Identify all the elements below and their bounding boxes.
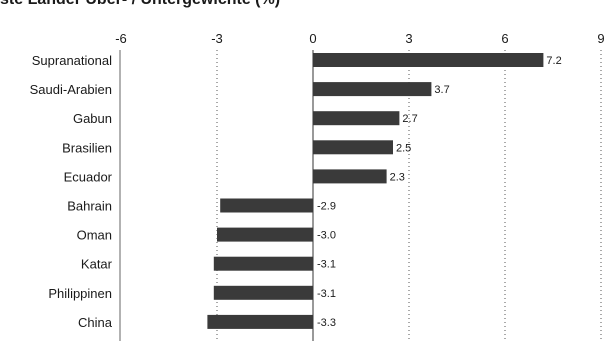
x-tick-label: -6	[115, 31, 127, 46]
category-label: China	[78, 315, 113, 330]
label-layer: -6 -3 0 3 6 9 Supranational 7.2 Saudi-Arabien 3.7…	[30, 31, 605, 330]
bar-layer	[207, 53, 544, 329]
category-label: Gabun	[73, 111, 112, 126]
bar	[313, 82, 432, 97]
bar	[313, 53, 544, 67]
x-tick-label: 9	[597, 31, 604, 46]
x-tick-label: 0	[309, 31, 316, 46]
bar	[313, 169, 387, 184]
bar	[213, 256, 313, 271]
category-label: Saudi-Arabien	[30, 82, 112, 97]
value-label: -3.1	[317, 259, 336, 271]
value-label: -2.9	[317, 201, 336, 213]
x-tick-label: -3	[211, 31, 223, 46]
category-label: Supranational	[32, 53, 112, 68]
value-label: 2.5	[396, 142, 411, 154]
category-label: Ecuador	[64, 169, 113, 184]
bar	[207, 314, 313, 329]
value-label: 3.7	[434, 84, 449, 96]
chart-title: ste Länder Über- / Untergewichte (%)	[0, 0, 280, 9]
value-label: -3.3	[317, 317, 336, 329]
category-label: Brasilien	[62, 140, 112, 155]
value-label: 2.3	[390, 171, 405, 183]
category-label: Philippinen	[48, 286, 112, 301]
value-label: 2.7	[402, 113, 417, 125]
value-label: 7.2	[546, 55, 561, 67]
value-label: -3.0	[317, 230, 336, 242]
bar	[213, 285, 313, 300]
x-tick-label: 6	[501, 31, 508, 46]
bar	[220, 198, 313, 213]
x-tick-label: 3	[405, 31, 412, 46]
bar	[217, 227, 313, 242]
value-label: -3.1	[317, 288, 336, 300]
category-label: Oman	[77, 228, 112, 243]
category-label: Katar	[81, 257, 113, 272]
category-label: Bahrain	[67, 199, 112, 214]
bar	[313, 140, 393, 155]
bar	[313, 111, 400, 126]
